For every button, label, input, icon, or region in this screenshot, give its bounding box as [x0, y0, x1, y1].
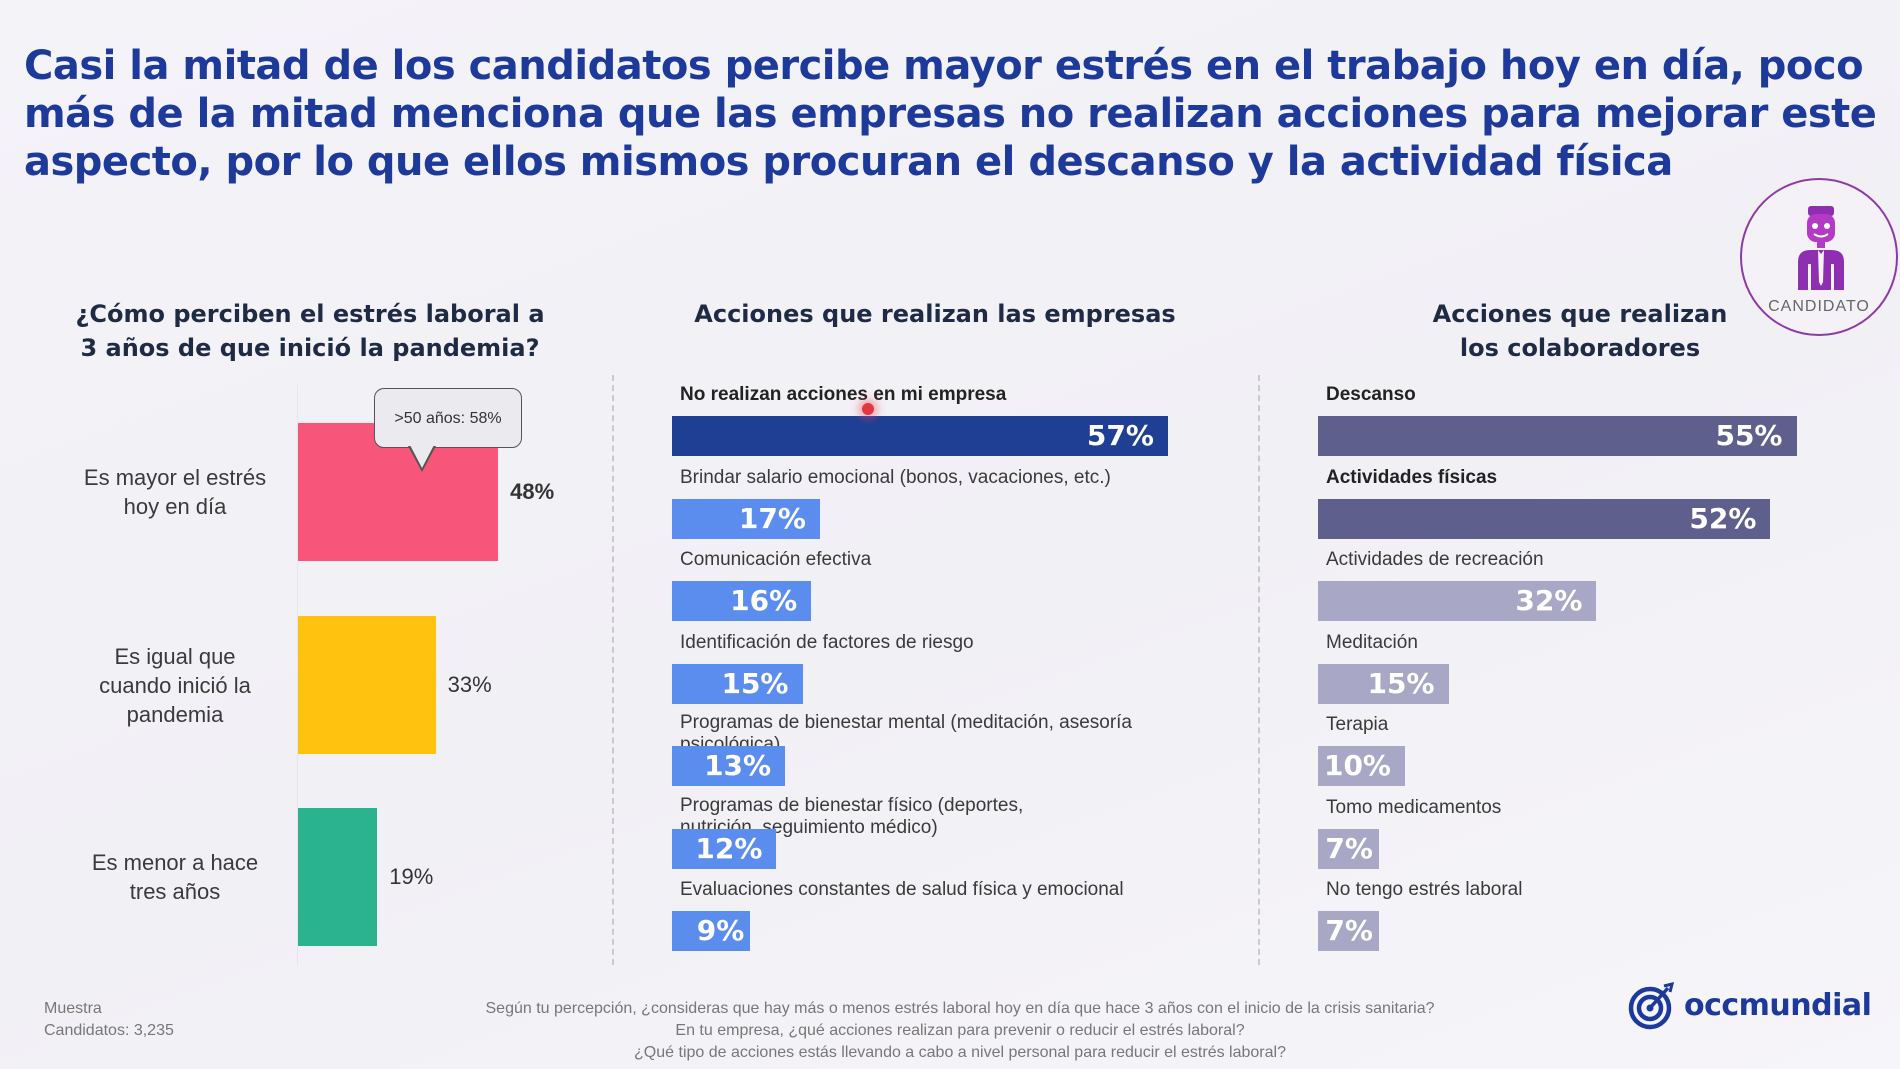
chart-title-line: 3 años de que inició la pandemia? [80, 334, 540, 362]
category-label: Actividades de recreación [1326, 549, 1544, 570]
sample-label: Muestra [44, 1000, 102, 1017]
bar-3: 15% [1318, 663, 1449, 704]
bar-4: 10% [1318, 746, 1405, 786]
bar-1: 52% [1318, 498, 1771, 539]
bar-value-label: 32% [1515, 584, 1583, 617]
survey-question: En tu empresa, ¿qué acciones realizan pa… [675, 1022, 1245, 1039]
bar-6: 9% [672, 911, 751, 951]
bar-value-label: 13% [704, 749, 772, 782]
bar-6: 7% [1318, 911, 1379, 951]
survey-question: ¿Qué tipo de acciones estás llevando a c… [634, 1044, 1286, 1061]
bar-value-label: 9% [696, 914, 745, 947]
bar-2 [298, 808, 378, 946]
survey-question: Según tu percepción, ¿consideras que hay… [485, 1000, 1435, 1017]
bar-1 [298, 616, 436, 754]
bar-value-label: 12% [695, 831, 763, 865]
category-label-line: cuando inició la [99, 672, 251, 698]
bar-value-label: 17% [738, 501, 806, 535]
category-label: Evaluaciones constantes de salud física … [680, 879, 1124, 900]
category-label-line: pandemia [126, 701, 224, 727]
mouse-cursor-indicator [862, 403, 874, 415]
bar-2: 32% [1318, 581, 1597, 621]
category-label: No tengo estrés laboral [1326, 879, 1523, 900]
badge-label: CANDIDATO [1768, 298, 1870, 315]
headline: Casi la mitad de los candidatos percibe … [24, 42, 1884, 186]
chart-title-line: ¿Cómo perciben el estrés laboral a [75, 300, 545, 328]
sample-value: Candidatos: 3,235 [44, 1022, 174, 1039]
survey-questions: Según tu percepción, ¿consideras que hay… [340, 998, 1580, 1064]
category-label-line: Es mayor el estrés [83, 465, 267, 490]
chart-title-stress-perception: ¿Cómo perciben el estrés laboral a 3 año… [60, 297, 560, 365]
category-label: Terapia [1326, 714, 1389, 735]
category-label: Es menor a hace tres años [60, 848, 290, 906]
target-arrow-icon [1628, 981, 1675, 1030]
category-label-line: tres años [129, 879, 221, 904]
occmundial-logo: occmundial [1628, 980, 1872, 1030]
bar-value-label: 15% [1367, 666, 1435, 700]
headline-line: Casi la mitad de los candidatos percibe … [24, 43, 1864, 89]
category-label: Descanso [1326, 384, 1416, 405]
bar-value-label: 19% [389, 864, 434, 889]
headline-line: aspecto, por lo que ellos mismos procura… [24, 139, 1673, 185]
bar-2: 16% [672, 581, 812, 621]
sample-info: Muestra Candidatos: 3,235 [44, 998, 174, 1042]
category-label: Meditación [1326, 631, 1418, 653]
annotation-callout: >50 años: 58% [374, 388, 522, 448]
bar-value-label: 7% [1325, 914, 1373, 947]
bar-value-label: 16% [730, 584, 798, 617]
bar-value-label: 10% [1323, 749, 1391, 782]
bar-3: 15% [672, 663, 803, 704]
category-label: Es igual que cuando inició la pandemia [60, 642, 290, 729]
bar-value-label: 55% [1715, 419, 1783, 452]
chart-title-line: Acciones que realizan las empresas [694, 300, 1176, 328]
bar-5: 12% [672, 828, 777, 869]
bar-0: 55% [1318, 416, 1797, 456]
annotation-callout-tail-fill [410, 445, 434, 468]
bar-value-label: 48% [510, 479, 555, 504]
category-label-line: Es igual que [114, 643, 236, 669]
bar-value-label: 15% [721, 666, 789, 700]
chart-title-line: Acciones que realizan [1432, 300, 1728, 328]
category-label-line: hoy en día [123, 494, 227, 519]
column-divider [1258, 375, 1260, 965]
chart-title-line: los colaboradores [1459, 334, 1701, 362]
category-label: Brindar salario emocional (bonos, vacaci… [680, 466, 1111, 488]
logo-text: occmundial [1684, 987, 1872, 1023]
category-label-line: Es menor a hace [91, 850, 259, 875]
chart-axis-line [297, 385, 298, 965]
bar-value-label: 52% [1689, 501, 1757, 535]
bar-value-label: 7% [1325, 831, 1373, 865]
category-label: No realizan acciones en mi empresa [680, 384, 1007, 405]
category-label: Es mayor el estrés hoy en día [60, 463, 290, 521]
category-label: Actividades físicas [1326, 466, 1498, 488]
chart-title-employee-actions: Acciones que realizan los colaboradores [1370, 297, 1790, 365]
candidato-badge: CANDIDATO [1740, 178, 1898, 336]
column-divider [612, 375, 614, 965]
bar-4: 13% [672, 746, 786, 786]
chart-title-company-actions: Acciones que realizan las empresas [660, 297, 1210, 331]
category-label: Identificación de factores de riesgo [680, 631, 974, 653]
category-label: Tomo medicamentos [1326, 796, 1502, 818]
bar-value-label: 57% [1086, 419, 1154, 452]
bar-5: 7% [1318, 828, 1379, 869]
bar-value-label: 33% [447, 672, 492, 697]
bar-0: 57% [672, 416, 1168, 456]
bar-1: 17% [672, 498, 820, 539]
headline-line: más de la mitad menciona que las empresa… [24, 91, 1877, 137]
category-label: Comunicación efectiva [680, 549, 872, 570]
candidate-person-icon [1798, 206, 1844, 290]
